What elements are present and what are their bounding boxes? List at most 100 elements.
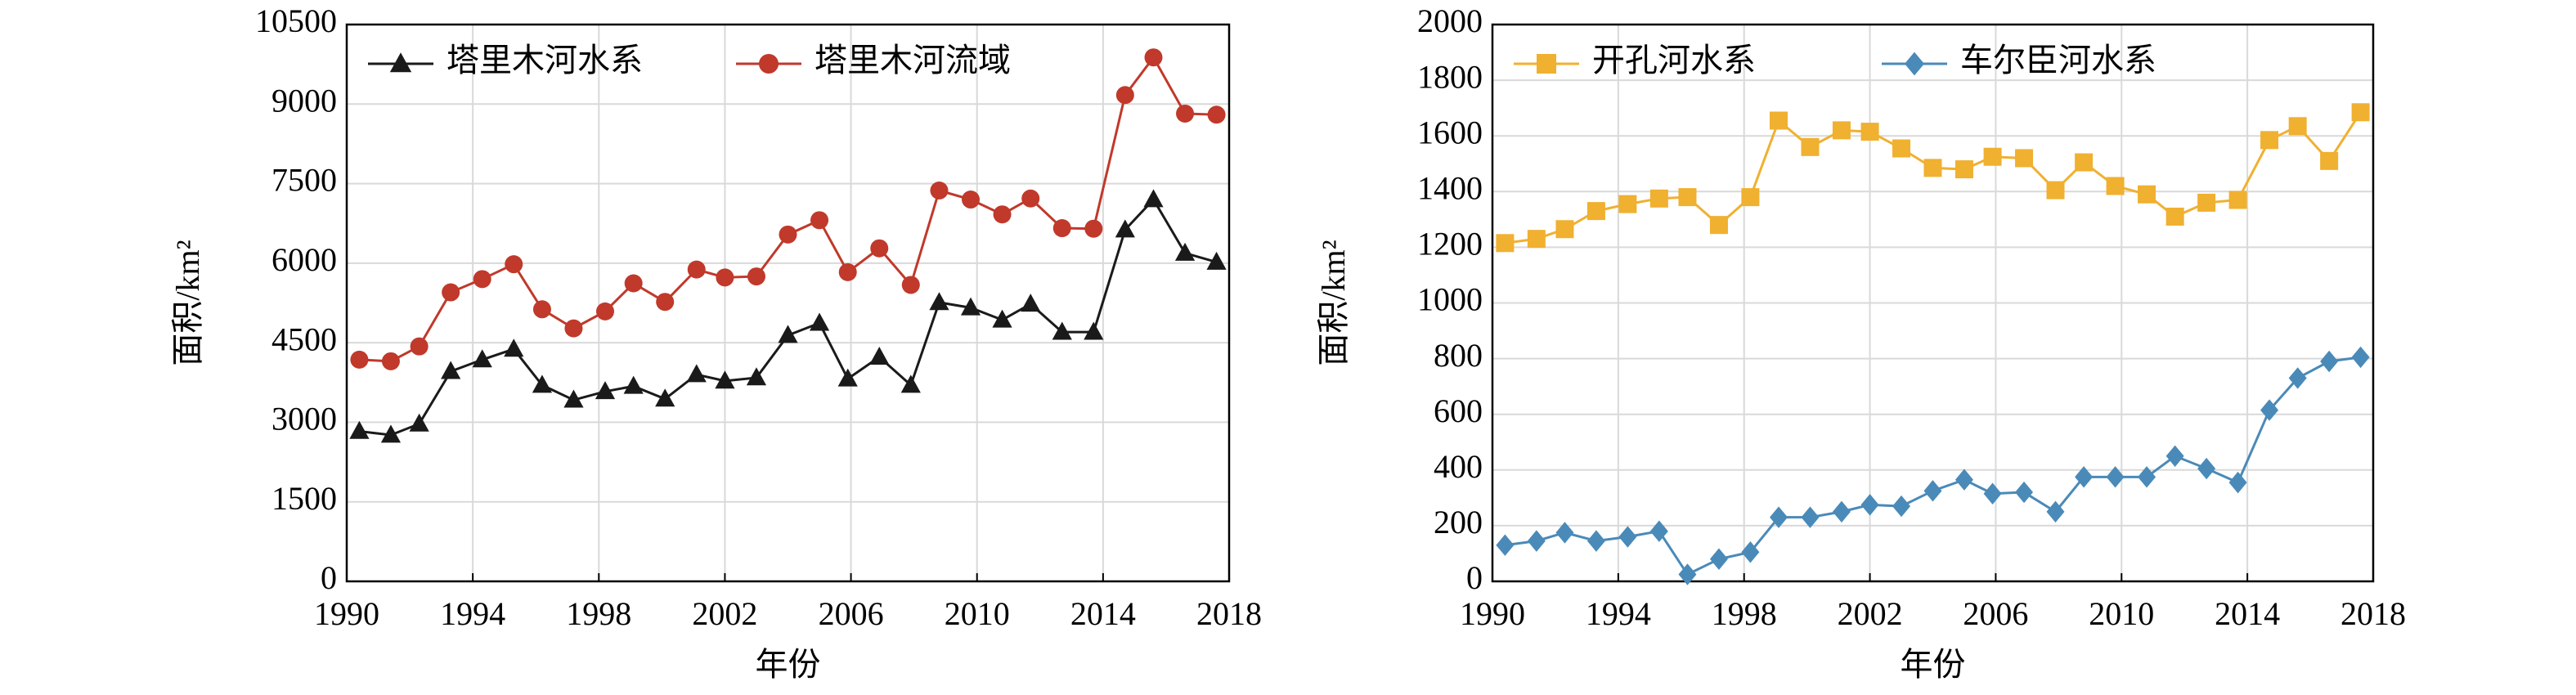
marker [747, 267, 765, 286]
marker [1496, 534, 1515, 556]
marker [1115, 86, 1134, 105]
marker [929, 292, 949, 311]
marker [993, 205, 1012, 224]
marker [2197, 193, 2216, 212]
marker [992, 309, 1012, 328]
x-tick-label: 2018 [1196, 595, 1262, 632]
marker [809, 312, 830, 331]
marker [1954, 469, 1973, 491]
marker [2351, 103, 2370, 122]
marker [442, 283, 460, 302]
legend-label: 车尔臣河水系 [1960, 42, 2156, 78]
marker [1860, 123, 1879, 141]
x-tick-label: 1998 [566, 595, 631, 632]
marker [1618, 526, 1637, 548]
y-tick-label: 9000 [272, 82, 337, 119]
marker [505, 255, 523, 274]
marker [837, 368, 858, 387]
marker [1832, 121, 1851, 140]
series-line [1505, 111, 2362, 244]
marker [1115, 219, 1135, 238]
marker [1555, 522, 1574, 544]
y-tick-label: 0 [1466, 559, 1483, 596]
x-tick-label: 2002 [692, 595, 757, 632]
marker [2320, 350, 2339, 373]
marker [2165, 207, 2184, 226]
marker [1892, 495, 1911, 518]
y-tick-label: 1400 [1417, 169, 1483, 206]
marker [2075, 466, 2094, 488]
marker [1832, 500, 1851, 523]
marker [2015, 481, 2034, 504]
marker [870, 239, 889, 258]
legend-label: 开孔河水系 [1592, 42, 1756, 78]
marker [623, 375, 644, 394]
marker [930, 182, 949, 200]
x-tick-label: 2002 [1838, 595, 1903, 632]
y-tick-label: 2000 [1417, 2, 1483, 39]
marker [2288, 367, 2307, 389]
marker [1586, 530, 1605, 552]
marker [778, 325, 798, 343]
x-axis-label: 年份 [756, 646, 821, 683]
marker [1983, 482, 2002, 504]
marker [564, 319, 583, 338]
series-line [1505, 356, 2361, 576]
marker [380, 424, 402, 443]
marker [2288, 117, 2307, 136]
marker [2260, 131, 2279, 150]
marker [1983, 147, 2002, 166]
marker [2138, 466, 2156, 488]
marker [2046, 181, 2065, 200]
marker [687, 260, 706, 279]
marker [869, 347, 890, 365]
marker [686, 364, 707, 383]
marker [900, 374, 921, 393]
marker [1084, 219, 1103, 238]
marker [960, 297, 981, 316]
x-tick-label: 1998 [1712, 595, 1777, 632]
y-tick-label: 200 [1434, 504, 1483, 540]
y-axis-label: 面积/km² [169, 240, 206, 365]
marker [1206, 251, 1227, 270]
marker [2046, 500, 2065, 523]
marker [1174, 242, 1196, 261]
marker [2351, 346, 2370, 369]
y-tick-label: 400 [1434, 448, 1483, 485]
marker [1207, 105, 1226, 124]
marker [1176, 104, 1195, 123]
x-tick-label: 2018 [2340, 595, 2406, 632]
marker [655, 388, 675, 407]
marker [410, 337, 429, 356]
y-tick-label: 1600 [1417, 114, 1483, 150]
marker [1618, 195, 1637, 213]
marker [1052, 219, 1071, 238]
marker [1678, 563, 1697, 585]
marker [472, 349, 492, 368]
y-tick-label: 1200 [1417, 226, 1483, 262]
x-tick-label: 2006 [1963, 595, 2028, 632]
y-tick-label: 1800 [1417, 58, 1483, 95]
x-tick-label: 1994 [1586, 595, 1651, 632]
marker [2015, 149, 2034, 168]
marker [1923, 480, 1942, 502]
y-tick-label: 7500 [272, 162, 337, 199]
marker [779, 225, 797, 244]
x-tick-label: 2010 [2089, 595, 2154, 632]
marker [1586, 202, 1605, 221]
y-axis-label: 面积/km² [1315, 240, 1352, 365]
marker [2228, 471, 2247, 494]
marker [715, 370, 735, 389]
x-tick-label: 2010 [945, 595, 1010, 632]
marker [2260, 399, 2279, 421]
y-tick-label: 4500 [272, 321, 337, 357]
marker [409, 413, 429, 432]
x-axis-label: 年份 [1901, 646, 1966, 683]
marker [473, 270, 491, 289]
marker [349, 420, 370, 439]
y-tick-label: 6000 [272, 241, 337, 278]
marker [1860, 494, 1879, 516]
marker [810, 211, 829, 230]
marker [1052, 321, 1072, 340]
